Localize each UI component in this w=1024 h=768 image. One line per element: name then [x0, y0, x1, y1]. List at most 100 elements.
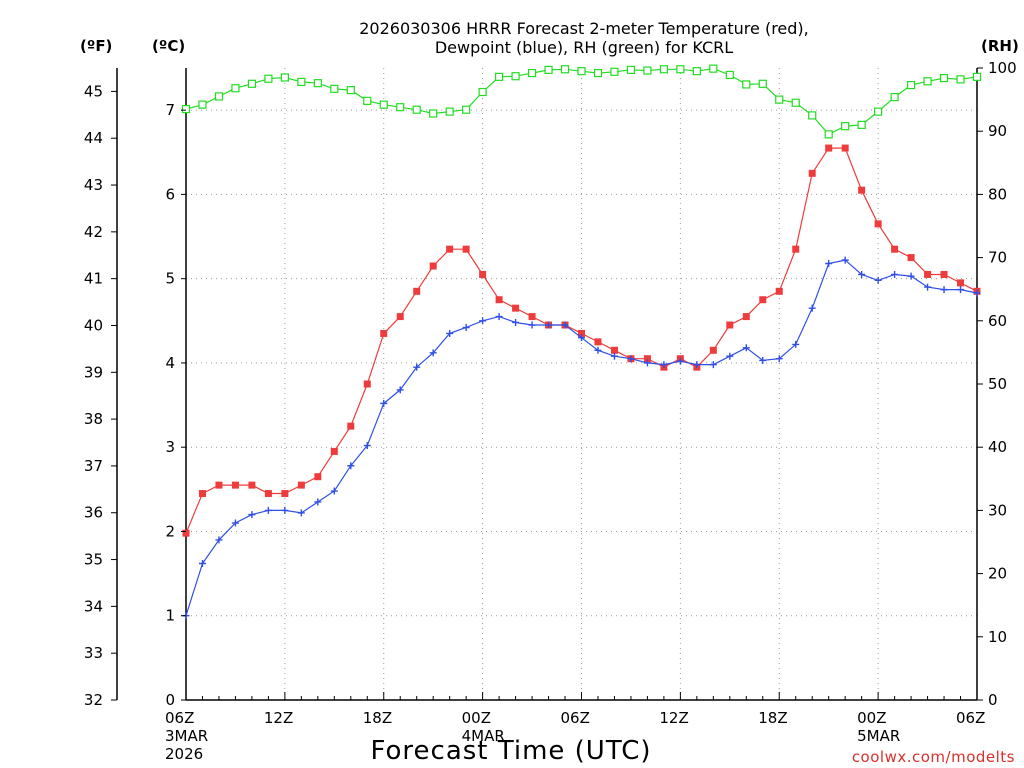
fahrenheit-tick-label: 35: [84, 551, 103, 569]
temperature-point: [396, 313, 404, 321]
dewpoint-point: [924, 283, 932, 291]
fahrenheit-tick-label: 43: [84, 176, 103, 194]
temperature-point: [363, 380, 371, 388]
rh-point: [462, 105, 471, 114]
celsius-unit-label: (ºC): [152, 37, 185, 55]
rh-point: [824, 130, 833, 139]
celsius-tick-label: 1: [165, 607, 175, 625]
temperature-point: [462, 245, 470, 253]
dewpoint-point: [808, 304, 816, 312]
dewpoint-point: [726, 352, 734, 360]
temperature-point: [314, 473, 322, 481]
temperature-point: [825, 144, 833, 152]
rh-tick-label: 70: [988, 249, 1007, 267]
year-label: 2026: [165, 745, 203, 763]
dewpoint-point: [858, 270, 866, 278]
fahrenheit-tick-label: 40: [84, 316, 103, 334]
rh-point: [511, 72, 520, 81]
credit-text: coolwx.com/modelts: [852, 748, 1015, 766]
rh-point: [709, 64, 718, 73]
dewpoint-point: [462, 324, 470, 332]
dewpoint-point: [940, 286, 948, 294]
dewpoint-point: [594, 346, 602, 354]
dewpoint-point: [775, 355, 783, 363]
dewpoint-point: [578, 334, 585, 342]
time-tick-label: 06Z: [956, 709, 985, 727]
chart-title-line-2: Dewpoint (blue), RH (green) for KCRL: [435, 38, 733, 57]
dewpoint-point: [396, 386, 404, 394]
dewpoint-point: [495, 313, 503, 321]
temperature-point: [264, 490, 272, 498]
rh-point: [429, 109, 438, 118]
celsius-tick-label: 6: [165, 185, 175, 203]
dewpoint-point: [545, 321, 553, 329]
rh-point: [676, 65, 685, 74]
rh-axis-ticks: 0 10 20 30 40 50 60 70 80 90 100: [977, 59, 1017, 709]
fahrenheit-tick-label: 45: [84, 82, 103, 100]
temperature-point: [594, 338, 602, 346]
fahrenheit-tick-label: 42: [84, 223, 103, 241]
rh-point: [742, 80, 751, 89]
time-tick-label: 00Z: [857, 709, 886, 727]
rh-tick-label: 0: [988, 691, 998, 709]
rh-point: [231, 84, 240, 93]
dewpoint-series: [182, 256, 981, 620]
dewpoint-point: [347, 462, 355, 470]
temperature-point: [643, 355, 651, 363]
dewpoint-point: [512, 318, 520, 326]
dewpoint-point: [363, 442, 371, 450]
temperature-point: [940, 270, 948, 278]
rh-tick-label: 100: [988, 59, 1017, 77]
temperature-point: [907, 254, 915, 262]
rh-tick-label: 80: [988, 185, 1007, 203]
temperature-point: [808, 169, 816, 177]
rh-tick-label: 10: [988, 628, 1007, 646]
rh-point: [495, 72, 504, 81]
fahrenheit-tick-label: 34: [84, 597, 103, 615]
dewpoint-point: [825, 259, 833, 267]
rh-point: [396, 103, 405, 112]
rh-point: [297, 77, 306, 87]
temperature-point: [495, 296, 503, 304]
time-tick-label: 12Z: [659, 709, 688, 727]
dewpoint-point: [957, 286, 965, 294]
fahrenheit-tick-label: 32: [84, 691, 103, 709]
rh-point: [692, 67, 701, 76]
fahrenheit-tick-label: 44: [84, 129, 103, 147]
temperature-point: [874, 220, 882, 228]
rh-point: [972, 72, 982, 81]
dewpoint-point: [693, 361, 701, 369]
rh-point: [593, 68, 603, 78]
fahrenheit-tick-label: 38: [84, 410, 103, 428]
temperature-point: [610, 346, 618, 354]
rh-point: [791, 98, 800, 107]
temperature-point: [891, 245, 899, 253]
dewpoint-point: [215, 536, 223, 544]
temperature-point: [759, 296, 767, 304]
dewpoint-point: [643, 359, 651, 367]
rh-point: [923, 77, 932, 86]
dewpoint-point: [248, 511, 256, 519]
temperature-point: [512, 304, 520, 312]
temperature-point: [281, 490, 289, 498]
rh-point: [181, 104, 191, 114]
temperature-point: [792, 245, 800, 253]
temperature-point: [347, 422, 355, 430]
dewpoint-point: [479, 317, 487, 325]
rh-point: [379, 100, 388, 109]
rh-tick-label: 50: [988, 375, 1007, 393]
rh-point: [363, 96, 372, 105]
temperature-point: [924, 270, 932, 278]
dewpoint-point: [759, 356, 767, 364]
dewpoint-point: [973, 289, 981, 297]
dewpoint-point: [660, 361, 668, 369]
dewpoint-point: [446, 329, 454, 337]
rh-point: [280, 73, 289, 82]
temperature-point: [578, 329, 585, 337]
rh-point: [857, 120, 866, 129]
rh-point: [560, 65, 570, 74]
gridlines: [186, 68, 977, 700]
dewpoint-point: [841, 256, 849, 264]
celsius-tick-label: 4: [165, 354, 175, 372]
rh-point: [445, 107, 454, 116]
